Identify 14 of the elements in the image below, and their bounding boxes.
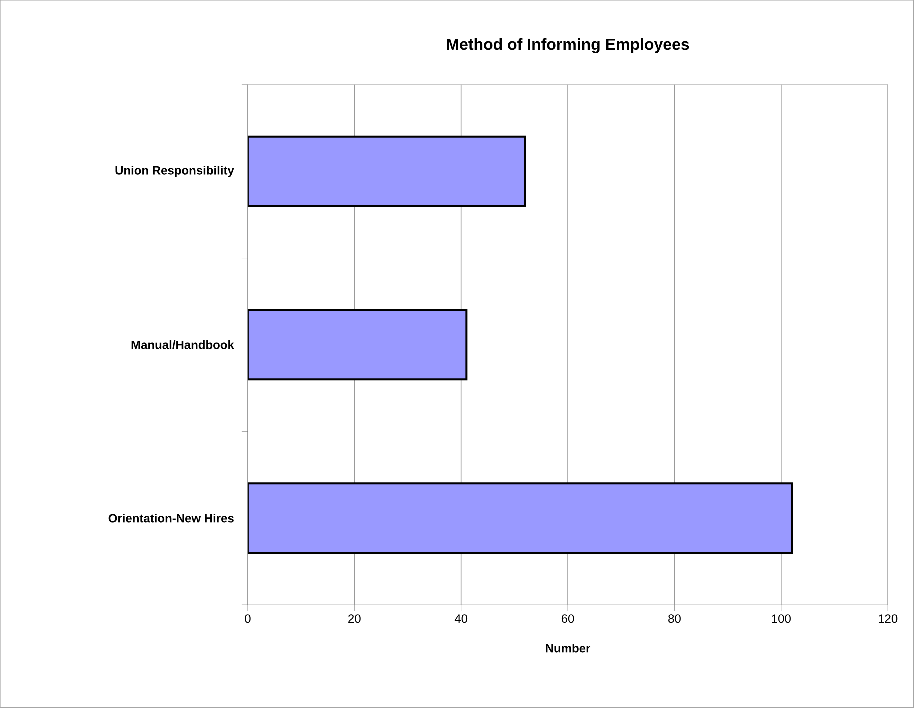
y-tick-label: Manual/Handbook — [132, 340, 234, 350]
y-tick-label: Union Responsibility — [116, 166, 234, 178]
chart-title: Method of Informing Employees — [447, 38, 690, 54]
x-tick-label: 60 — [562, 614, 574, 624]
x-tick-label: 40 — [454, 614, 468, 624]
x-tick-label: 80 — [668, 614, 681, 624]
y-tick-label: Orientation-New Hires — [108, 514, 234, 523]
x-tick-label: 0 — [245, 614, 251, 624]
bar — [248, 309, 468, 381]
x-axis-title: Number — [546, 644, 591, 653]
x-tick-label: 20 — [348, 614, 361, 624]
bar — [248, 136, 526, 208]
x-tick-label: 100 — [772, 614, 791, 624]
x-tick-label: 120 — [878, 614, 898, 624]
